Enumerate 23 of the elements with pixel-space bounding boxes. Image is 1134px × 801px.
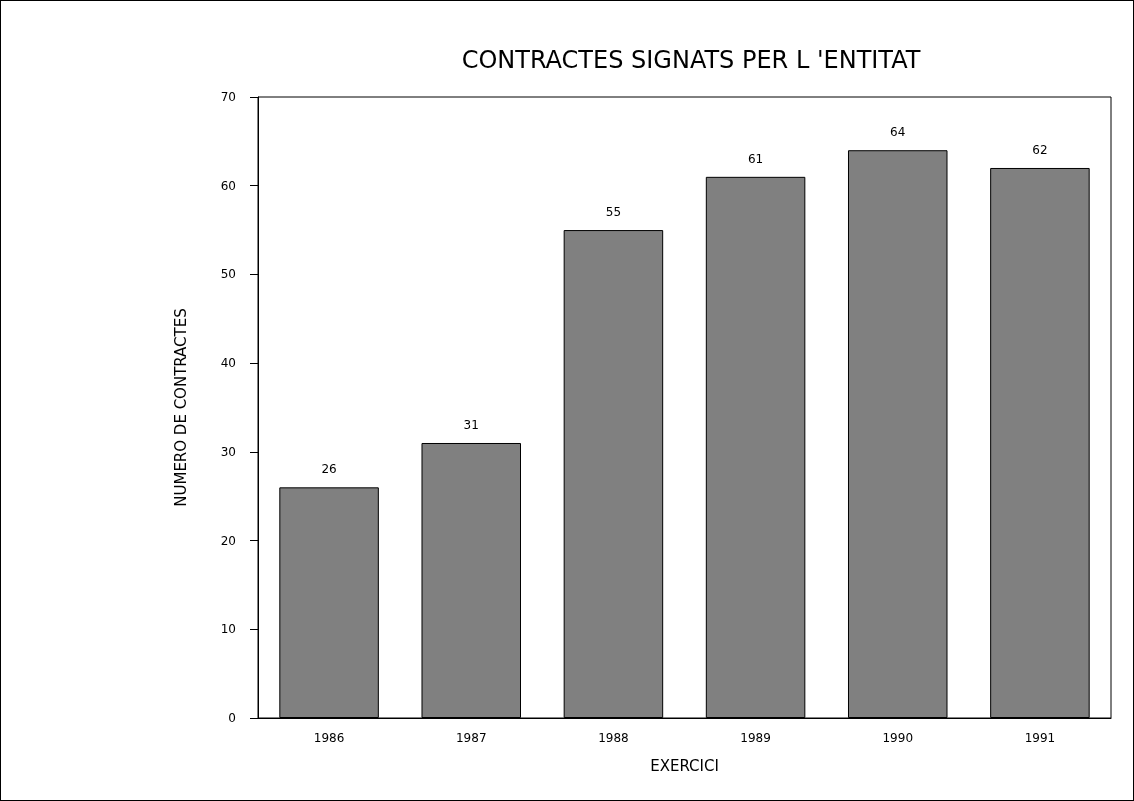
data-label: 64 [890,125,906,140]
x-tick-label: 1991 [1024,731,1056,745]
x-tick-label: 1987 [455,731,487,745]
x-tick-label: 1989 [740,731,771,745]
y-tick-label: 40 [220,356,236,371]
data-label: 31 [463,417,479,432]
x-tick-label: 1988 [598,731,629,745]
y-tick-label: 10 [220,622,236,637]
chart-title: CONTRACTES SIGNATS PER L 'ENTITAT [461,46,921,74]
y-tick-label: 50 [220,267,236,282]
x-axis-title: EXERCICI [650,756,719,775]
y-axis-title: NUMERO DE CONTRACTES [171,308,190,507]
y-tick-label: 60 [220,178,236,193]
y-tick-label: 70 [220,90,236,104]
y-tick-label: 0 [228,711,236,725]
x-tick-label: 1990 [882,731,914,745]
data-label: 26 [321,462,337,477]
data-label: 61 [747,151,764,166]
x-tick-label: 1986 [313,731,345,745]
y-tick-label: 20 [220,533,236,548]
y-tick-label: 30 [220,444,236,459]
data-label: 55 [605,205,622,220]
data-label: 62 [1032,142,1048,157]
